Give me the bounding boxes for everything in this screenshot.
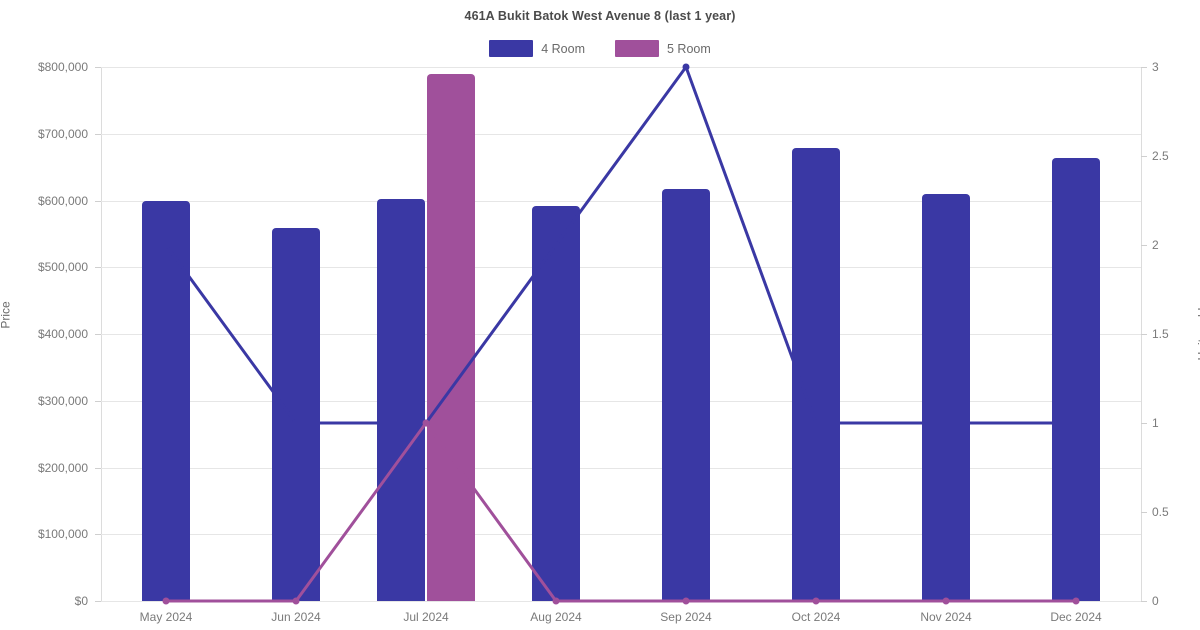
left-tick-label: $500,000	[37, 260, 88, 275]
right-tick-label: 1	[1152, 416, 1159, 430]
right-tick-label: 0	[1152, 594, 1159, 608]
gridline	[101, 601, 1141, 602]
legend-label-5-room: 5 Room	[667, 41, 711, 56]
bar-4-room[interactable]	[532, 205, 580, 601]
x-tick-label: Jun 2024	[271, 610, 321, 624]
gridline	[101, 467, 1141, 469]
bar-4-room[interactable]	[377, 198, 425, 601]
x-tick-label: Aug 2024	[530, 610, 582, 624]
left-tick-mark	[95, 133, 101, 135]
right-tick-mark	[1141, 156, 1147, 157]
left-tick-label: $400,000	[37, 327, 88, 341]
bar-4-room[interactable]	[792, 147, 840, 601]
x-tick-label: May 2024	[139, 610, 193, 624]
bar-4-room[interactable]	[142, 200, 190, 601]
left-tick-label: $300,000	[37, 393, 88, 408]
bar-4-room[interactable]	[922, 193, 970, 601]
legend-item-5-room[interactable]: 5 Room	[615, 40, 711, 57]
right-tick-mark	[1141, 334, 1147, 335]
right-axis-title: Units sold	[1195, 307, 1200, 361]
left-tick-mark	[95, 67, 101, 68]
left-tick-mark	[95, 200, 101, 202]
legend-swatch-5-room	[615, 40, 659, 57]
right-tick-mark	[1141, 245, 1147, 246]
left-tick-label: $800,000	[37, 60, 88, 74]
legend-item-4-room[interactable]: 4 Room	[489, 40, 585, 57]
right-tick-label: 3	[1152, 60, 1159, 74]
x-tick-label: Nov 2024	[920, 610, 972, 624]
right-tick-label: 2	[1152, 238, 1159, 252]
left-tick-mark	[95, 267, 101, 269]
chart-legend: 4 Room 5 Room	[0, 40, 1200, 57]
legend-swatch-4-room	[489, 40, 534, 57]
gridline	[101, 400, 1141, 402]
bar-4-room[interactable]	[1052, 157, 1100, 601]
left-tick-label: $700,000	[37, 126, 88, 141]
left-tick-label: $100,000	[37, 527, 88, 542]
left-tick-label: $0	[74, 594, 88, 608]
gridline	[101, 200, 1141, 202]
plot-area	[101, 63, 1141, 605]
chart-title: 461A Bukit Batok West Avenue 8 (last 1 y…	[464, 9, 736, 23]
legend-label-4-room: 4 Room	[541, 41, 585, 56]
left-tick-mark	[95, 534, 101, 536]
left-tick-mark	[95, 467, 101, 469]
x-tick-label: Oct 2024	[791, 610, 841, 624]
x-tick-label: Dec 2024	[1050, 610, 1102, 624]
right-tick-mark	[1141, 67, 1147, 68]
right-tick-label: 0.5	[1152, 505, 1169, 519]
left-tick-mark	[95, 334, 101, 335]
bar-4-room[interactable]	[662, 188, 710, 601]
right-tick-label: 1.5	[1152, 327, 1169, 341]
x-tick-label: Sep 2024	[660, 610, 712, 624]
gridline	[101, 534, 1141, 536]
right-tick-mark	[1141, 601, 1147, 602]
bar-4-room[interactable]	[272, 227, 320, 601]
gridline	[101, 334, 1141, 335]
gridline	[101, 133, 1141, 135]
left-tick-label: $600,000	[37, 193, 88, 208]
left-tick-mark	[95, 400, 101, 402]
gridline	[101, 67, 1141, 68]
right-tick-mark	[1141, 423, 1147, 424]
bar-5-room[interactable]	[427, 74, 475, 601]
x-tick-label: Jul 2024	[403, 610, 449, 624]
right-tick-label: 2.5	[1152, 149, 1169, 163]
left-tick-label: $200,000	[37, 460, 88, 475]
gridline	[101, 267, 1141, 269]
left-axis-title: Price	[0, 301, 13, 329]
right-tick-mark	[1141, 512, 1147, 513]
left-tick-mark	[95, 601, 101, 602]
